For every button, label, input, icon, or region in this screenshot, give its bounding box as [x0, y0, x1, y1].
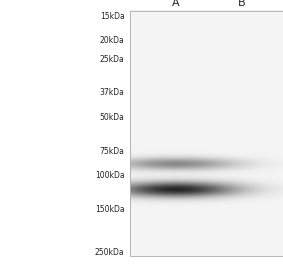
Text: 75kDa: 75kDa — [100, 147, 125, 156]
Text: A: A — [172, 0, 180, 8]
Text: 25kDa: 25kDa — [100, 55, 125, 64]
Bar — [130, 11, 283, 256]
Text: 20kDa: 20kDa — [100, 36, 125, 45]
Text: 37kDa: 37kDa — [100, 88, 125, 97]
Text: 100kDa: 100kDa — [95, 171, 125, 180]
Text: 250kDa: 250kDa — [95, 248, 125, 257]
Text: 50kDa: 50kDa — [100, 113, 125, 122]
Text: B: B — [238, 0, 246, 8]
Text: 150kDa: 150kDa — [95, 205, 125, 214]
Text: 15kDa: 15kDa — [100, 12, 125, 21]
